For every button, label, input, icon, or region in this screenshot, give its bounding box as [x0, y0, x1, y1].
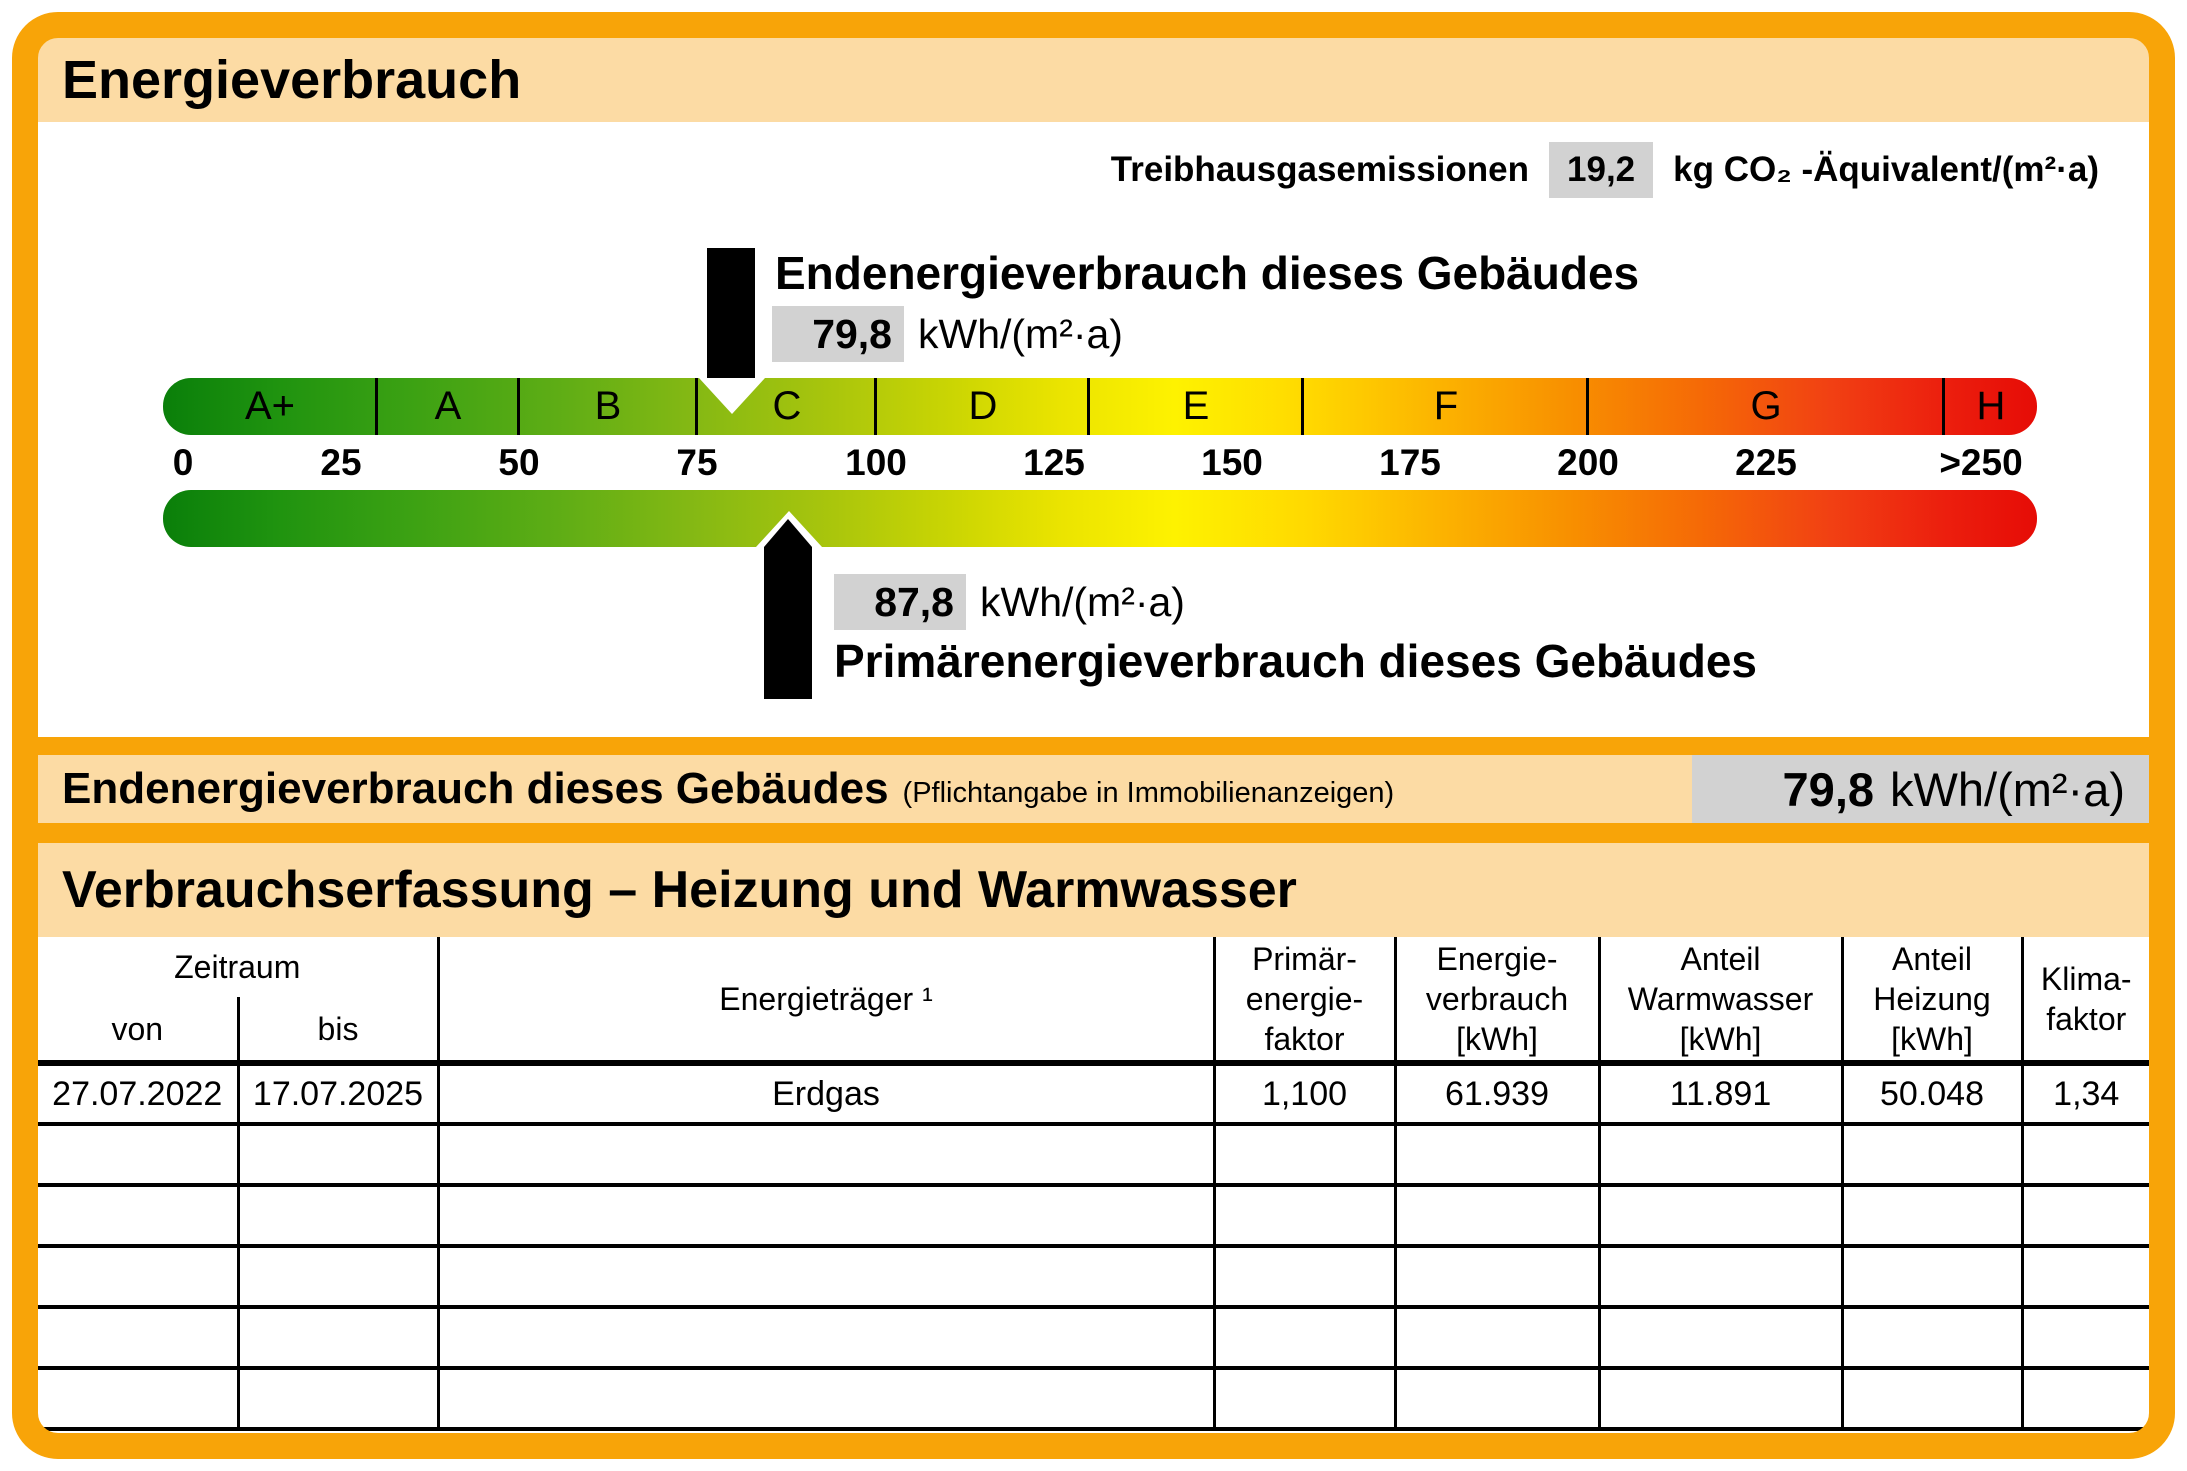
table-row-empty: [38, 1122, 2149, 1187]
final-energy-marker-arrow: [707, 248, 755, 380]
summary-value-box: 79,8 kWh/(m²·a): [1692, 755, 2149, 823]
tick-25: 25: [320, 442, 362, 483]
class-divider: [1942, 378, 1945, 435]
class-label-b: B: [594, 384, 622, 428]
final-energy-value-line: 79,8 kWh/(m²·a): [772, 306, 1123, 362]
class-divider: [874, 378, 877, 435]
primary-energy-title: Primärenergieverbrauch dieses Gebäudes: [834, 635, 1757, 687]
table-row-empty: [38, 1366, 2149, 1431]
final-energy-notch: [699, 378, 765, 414]
summary-value: 79,8: [1782, 762, 1875, 816]
tick-250plus: >250: [1939, 442, 2023, 483]
table-row: 27.07.2022 17.07.2025 Erdgas 1,100 61.93…: [38, 1061, 2149, 1126]
class-label-h: H: [1976, 384, 2006, 428]
header-energietraeger: Energieträger ¹: [436, 937, 1216, 1066]
class-label-d: D: [968, 384, 998, 428]
final-energy-title: Endenergieverbrauch dieses Gebäudes: [775, 247, 1640, 299]
header-energieverbrauch: Energie- verbrauch [kWh]: [1393, 937, 1601, 1066]
class-label-f: F: [1433, 384, 1459, 428]
greenhouse-gas-unit: kg CO₂ -Äquivalent/(m²·a): [1673, 150, 2099, 189]
table-row-empty: [38, 1244, 2149, 1309]
summary-title: Endenergieverbrauch dieses Gebäudes: [62, 764, 889, 813]
class-divider: [375, 378, 378, 435]
primary-energy-marker-arrow: [764, 547, 812, 699]
class-divider: [695, 378, 698, 435]
class-divider: [517, 378, 520, 435]
final-energy-unit: kWh/(m²·a): [918, 310, 1123, 357]
summary-note: (Pflichtangabe in Immobilienanzeigen): [902, 776, 1395, 809]
scale-class-band: A+ A B C D E F G H: [163, 378, 2037, 435]
table-row-empty: [38, 1183, 2149, 1248]
class-label-e: E: [1182, 384, 1210, 428]
primary-energy-unit: kWh/(m²·a): [980, 578, 1185, 625]
header-zeitraum: Zeitraum: [38, 937, 440, 997]
header-anteil-warmwasser: Anteil Warmwasser [kWh]: [1597, 937, 1844, 1066]
tick-200: 200: [1557, 442, 1619, 483]
tick-125: 125: [1023, 442, 1085, 483]
summary-label-group: Endenergieverbrauch dieses Gebäudes (Pfl…: [62, 755, 1394, 823]
consumption-table-area: Zeitraum Energieträger ¹ Primär- energie…: [38, 937, 2149, 1433]
cell-heizung: 50.048: [1840, 1061, 2024, 1126]
class-label-aplus: A+: [244, 384, 296, 428]
class-label-c: C: [772, 384, 802, 428]
header-von: von: [38, 997, 240, 1066]
table-row-empty: [38, 1305, 2149, 1370]
tick-150: 150: [1201, 442, 1263, 483]
greenhouse-gas-label: Treibhausgasemissionen: [1110, 150, 1530, 189]
header-primaerenergiefaktor: Primär- energie- faktor: [1212, 937, 1397, 1066]
class-label-g: G: [1750, 384, 1782, 428]
energy-scale: A+ A B C D E F G H 0 25 50 75 100 125 15…: [163, 378, 2037, 668]
summary-unit: kWh/(m²·a): [1890, 762, 2125, 816]
consumption-table: Zeitraum Energieträger ¹ Primär- energie…: [38, 937, 2149, 1431]
tick-225: 225: [1735, 442, 1797, 483]
header-klimafaktor: Klima- faktor: [2020, 937, 2149, 1066]
cell-von: 27.07.2022: [38, 1061, 240, 1126]
cell-energietraeger: Erdgas: [436, 1061, 1216, 1126]
primary-energy-marker-arrow-tip: [764, 519, 812, 547]
section-energieverbrauch-header: Energieverbrauch: [38, 38, 2149, 122]
class-divider: [1087, 378, 1090, 435]
cell-warmwasser: 11.891: [1597, 1061, 1844, 1126]
tick-75: 75: [676, 442, 718, 483]
header-bis: bis: [236, 997, 438, 1066]
tick-175: 175: [1379, 442, 1441, 483]
page-title: Energieverbrauch: [62, 50, 522, 110]
greenhouse-gas-line: Treibhausgasemissionen 19,2 kg CO₂ -Äqui…: [1111, 140, 2099, 200]
final-energy-summary-band: Endenergieverbrauch dieses Gebäudes (Pfl…: [38, 755, 2149, 823]
cell-verbrauch: 61.939: [1393, 1061, 1601, 1126]
section-verbrauchserfassung-header: Verbrauchserfassung – Heizung und Warmwa…: [38, 843, 2149, 937]
class-label-a: A: [434, 384, 462, 428]
greenhouse-gas-value: 19,2: [1549, 142, 1654, 198]
tick-50: 50: [498, 442, 540, 483]
primary-energy-value-line: 87,8 kWh/(m²·a): [834, 574, 1185, 630]
header-anteil-heizung: Anteil Heizung [kWh]: [1840, 937, 2024, 1066]
cell-klima: 1,34: [2020, 1061, 2149, 1126]
final-energy-value: 79,8: [772, 306, 904, 362]
verbrauchserfassung-title: Verbrauchserfassung – Heizung und Warmwa…: [62, 861, 1297, 919]
class-divider: [1586, 378, 1589, 435]
primary-energy-value: 87,8: [834, 574, 966, 630]
tick-100: 100: [845, 442, 907, 483]
class-divider: [1301, 378, 1304, 435]
scale-gradient-band: [163, 490, 2037, 547]
content-area: Energieverbrauch Treibhausgasemissionen …: [38, 38, 2149, 1433]
tick-0: 0: [172, 442, 194, 483]
cell-pef: 1,100: [1212, 1061, 1397, 1126]
section-energieverbrauch-body: Treibhausgasemissionen 19,2 kg CO₂ -Äqui…: [38, 122, 2149, 737]
cell-bis: 17.07.2025: [236, 1061, 440, 1126]
